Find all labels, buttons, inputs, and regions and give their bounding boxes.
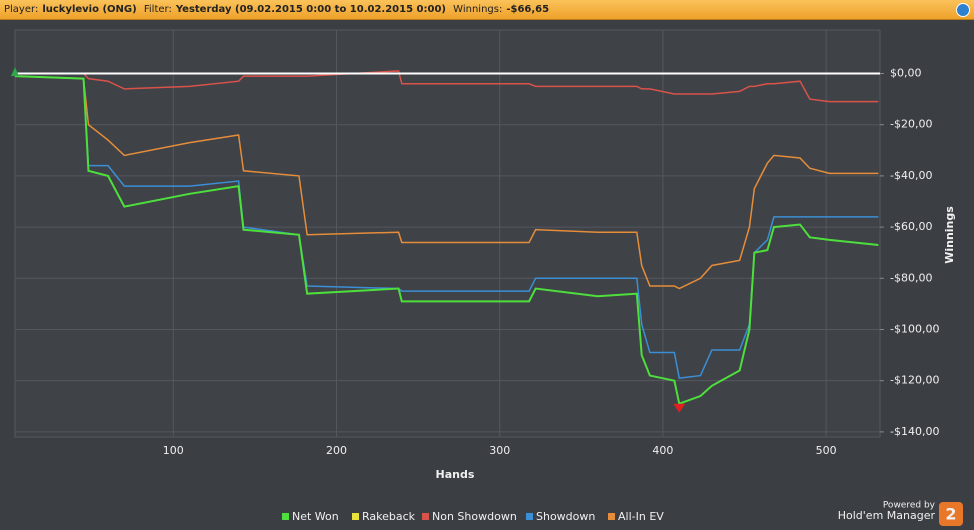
x-tick-label: 300 (489, 444, 510, 457)
legend-label[interactable]: Non Showdown (432, 510, 517, 523)
series-line (14, 75, 879, 290)
logo (939, 502, 963, 526)
player-label: Player: (4, 4, 39, 15)
filter: Yesterday (09.02.2015 0:00 to 10.02.2015… (175, 4, 446, 15)
legend-label[interactable]: Net Won (292, 510, 339, 523)
legend-swatch[interactable] (608, 513, 615, 520)
x-tick-label: 200 (326, 444, 347, 457)
x-tick-label: 100 (163, 444, 184, 457)
y-axis-title: Winnings (943, 206, 956, 264)
powered-by: Powered by (883, 501, 936, 511)
y-tick-label: -$20,00 (890, 118, 932, 131)
x-tick-label: 500 (816, 444, 837, 457)
x-axis-title: Hands (436, 468, 475, 481)
winnings-label: Winnings: (453, 4, 503, 15)
close-button[interactable] (956, 3, 970, 17)
legend-swatch[interactable] (352, 513, 359, 520)
y-tick-label: -$140,00 (890, 425, 939, 438)
brand: Hold'em Manager (838, 509, 936, 522)
y-tick-label: -$100,00 (890, 322, 939, 335)
logo-text: 2 (945, 505, 956, 524)
winnings: -$66,65 (506, 4, 550, 15)
x-tick-label: 400 (652, 444, 673, 457)
legend-label[interactable]: All-In EV (618, 510, 664, 523)
header-bar: Player: luckylevio (ONG) Filter: Yesterday… (0, 0, 974, 20)
legend-label[interactable]: Showdown (536, 510, 595, 523)
legend-swatch[interactable] (526, 513, 533, 520)
y-tick-label: $0,00 (890, 67, 922, 80)
series-line (15, 70, 879, 103)
player: luckylevio (ONG) (42, 4, 137, 15)
start-marker (11, 67, 19, 77)
y-tick-label: -$80,00 (890, 271, 932, 284)
min-marker (673, 403, 686, 413)
y-tick-label: -$40,00 (890, 169, 932, 182)
series-line (14, 75, 879, 379)
y-tick-label: -$120,00 (890, 374, 939, 387)
series-line (14, 75, 879, 406)
plot-area (14, 29, 881, 438)
y-tick-label: -$60,00 (890, 220, 932, 233)
legend-swatch[interactable] (422, 513, 429, 520)
legend-label[interactable]: Rakeback (362, 510, 416, 523)
filter-label: Filter: (143, 4, 172, 15)
legend-swatch[interactable] (282, 513, 289, 520)
